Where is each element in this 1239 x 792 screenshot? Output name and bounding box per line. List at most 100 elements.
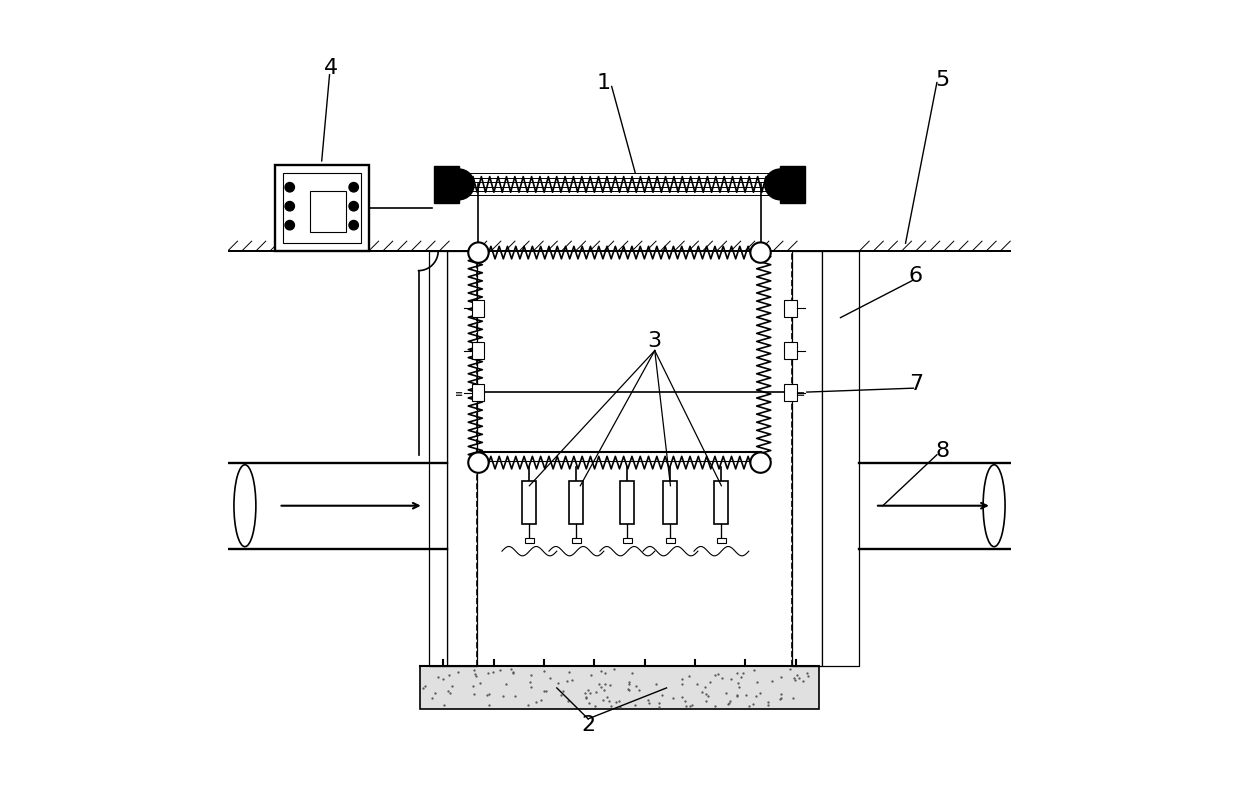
Point [745,664,764,676]
Point [434,699,453,711]
Point [746,689,766,702]
Point [747,676,767,688]
Point [700,676,720,688]
Bar [792,251,821,666]
Point [680,700,700,713]
Point [440,668,460,681]
Point [784,672,804,684]
Circle shape [468,452,488,473]
Point [606,696,626,709]
Bar [784,342,797,359]
Point [522,669,541,682]
Point [422,691,442,704]
Point [415,680,435,693]
Bar [420,666,819,710]
Point [586,685,606,698]
Circle shape [349,220,358,230]
Bar [447,251,477,666]
Point [789,672,809,684]
Point [733,667,753,680]
Point [663,692,683,705]
Point [600,679,620,691]
Point [463,664,483,677]
Point [471,676,491,689]
Bar [663,481,678,524]
Point [579,683,598,696]
Bar [523,481,536,524]
Point [491,664,510,676]
Text: 5: 5 [935,70,949,90]
Point [520,676,540,689]
Point [681,699,701,711]
Point [425,687,445,699]
Bar [525,538,534,543]
Text: 7: 7 [908,375,923,394]
Point [652,688,672,701]
Point [534,684,554,697]
Point [540,672,560,684]
Point [712,672,732,684]
Point [575,686,595,699]
Point [522,681,541,694]
Point [716,687,736,699]
Point [639,696,659,709]
Point [771,671,790,683]
Point [413,681,432,694]
Point [530,694,550,706]
Point [771,693,790,706]
Point [483,665,503,678]
Point [797,667,817,680]
Point [503,665,523,678]
Point [743,698,763,710]
Point [618,677,638,690]
Point [553,684,572,697]
Point [647,678,667,691]
Point [786,673,805,686]
Point [585,699,605,712]
Point [696,687,716,700]
Point [793,675,813,687]
Point [559,666,579,679]
Point [731,671,751,683]
Bar [429,251,447,666]
Point [618,683,638,695]
Point [628,683,648,696]
Point [576,691,596,704]
Point [501,663,520,676]
Bar [570,481,584,524]
Point [581,687,601,699]
Point [593,683,613,696]
Point [771,691,790,704]
Point [477,689,497,702]
Circle shape [751,452,771,473]
Text: 8: 8 [935,441,949,461]
Point [772,688,792,701]
Point [729,676,748,689]
Point [726,666,746,679]
Bar [472,384,484,402]
Point [720,695,740,707]
Point [576,690,596,703]
Point [673,691,693,703]
Point [740,699,760,712]
Bar [275,165,369,251]
Point [696,695,716,707]
Point [649,700,669,713]
Point [779,663,799,676]
Circle shape [468,242,488,263]
Point [758,699,778,711]
Point [478,666,498,679]
Point [730,680,750,693]
Bar [472,342,484,359]
Point [798,670,818,683]
Point [705,699,725,712]
Text: 1: 1 [597,73,611,93]
Point [787,669,807,682]
Point [591,664,611,677]
Point [465,687,484,700]
Point [598,695,618,708]
Bar [311,191,346,232]
Point [727,690,747,703]
Circle shape [766,169,795,200]
Point [497,678,517,691]
